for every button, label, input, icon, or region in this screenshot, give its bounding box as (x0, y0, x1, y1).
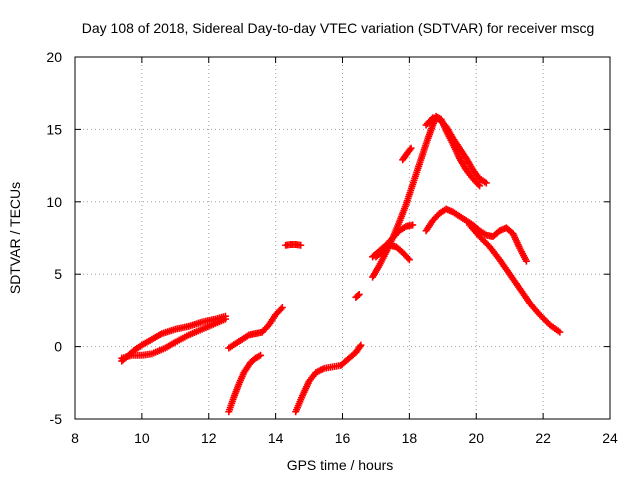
data-point (357, 341, 365, 349)
x-tick-label: 8 (71, 430, 79, 446)
grid-lines (75, 57, 610, 419)
chart-title: Day 108 of 2018, Sidereal Day-to-day VTE… (82, 20, 595, 36)
data-point (474, 180, 482, 188)
series-arc-3 (225, 351, 265, 416)
y-tick-label: 0 (54, 339, 62, 355)
data-point (257, 351, 265, 359)
y-tick-label: 20 (46, 49, 62, 65)
x-tick-label: 22 (535, 430, 551, 446)
data-point (221, 315, 229, 323)
x-tick-label: 20 (468, 430, 484, 446)
y-axis-label: SDTVAR / TECUs (7, 182, 23, 294)
y-tick-label: 10 (46, 194, 62, 210)
data-point (277, 305, 285, 313)
x-axis-label: GPS time / hours (287, 457, 394, 473)
series-arc-14 (466, 221, 564, 336)
series-arc-6 (292, 341, 365, 416)
series-arc-1 (118, 312, 229, 365)
x-tick-label: 18 (402, 430, 418, 446)
x-tick-label: 24 (602, 430, 618, 446)
data-point (405, 256, 413, 264)
data-point (356, 343, 364, 351)
series-arc-8 (369, 112, 484, 281)
series-arc-7 (352, 290, 363, 301)
data-point (407, 144, 415, 152)
x-tick-label: 14 (268, 430, 284, 446)
data-point (297, 241, 305, 249)
series-arc-12 (372, 241, 413, 264)
series-arc-13 (422, 205, 530, 265)
x-tick-label: 16 (335, 430, 351, 446)
y-tick-label: 15 (46, 121, 62, 137)
series-arc-10 (422, 114, 490, 187)
data-point (476, 182, 484, 190)
series-arc-5 (282, 241, 305, 249)
data-point (404, 254, 412, 262)
series-arc-9 (399, 144, 415, 164)
axis-ticks: 8 10 12 14 16 18 20 22 24 -5 0 5 10 15 20 (46, 49, 618, 446)
data-point (556, 328, 564, 336)
data-point (409, 221, 417, 229)
x-tick-label: 12 (201, 430, 217, 446)
data-point (406, 146, 414, 154)
data-point (482, 179, 490, 187)
x-tick-label: 10 (134, 430, 150, 446)
series-arc-4 (225, 304, 286, 352)
data-point (354, 291, 362, 299)
data-point (522, 257, 530, 265)
y-tick-label: -5 (50, 411, 63, 427)
data-points (118, 112, 564, 416)
y-tick-label: 5 (54, 266, 62, 282)
data-point (355, 290, 363, 298)
data-point (278, 304, 286, 312)
series-arc-2 (118, 315, 229, 362)
